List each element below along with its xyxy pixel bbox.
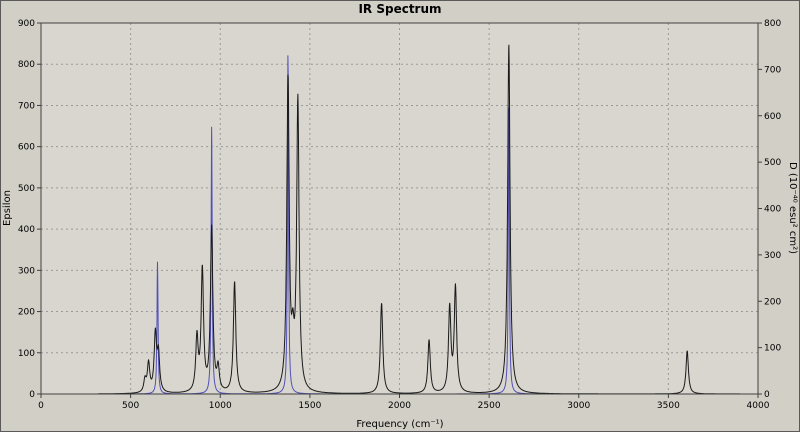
y-tick-label-right: 700: [764, 65, 781, 75]
y-tick-label-left: 700: [18, 101, 35, 111]
y-axis-label-right: D (10⁻⁴⁰ esu² cm²): [787, 161, 798, 255]
x-axis-label: Frequency (cm⁻¹): [356, 419, 444, 430]
y-tick-label-left: 600: [18, 143, 35, 153]
x-tick-label: 1000: [209, 401, 232, 411]
y-tick-label-right: 500: [764, 158, 781, 168]
y-tick-label-left: 900: [18, 19, 35, 29]
y-tick-label-left: 0: [29, 390, 35, 400]
y-tick-label-left: 200: [18, 308, 35, 318]
x-tick-label: 500: [122, 401, 139, 411]
x-tick-label: 2000: [388, 401, 411, 411]
x-tick-label: 3000: [567, 401, 590, 411]
y-tick-label-right: 200: [764, 297, 781, 307]
x-tick-label: 4000: [747, 401, 770, 411]
y-tick-label-right: 0: [764, 390, 770, 400]
x-tick-label: 2500: [478, 401, 501, 411]
y-tick-label-right: 400: [764, 205, 781, 215]
chart-title: IR Spectrum: [358, 2, 442, 16]
x-tick-label: 1500: [298, 401, 321, 411]
y-tick-label-left: 100: [18, 349, 35, 359]
y-tick-label-left: 400: [18, 225, 35, 235]
y-tick-label-right: 800: [764, 19, 781, 29]
x-tick-label: 0: [38, 401, 44, 411]
y-tick-label-right: 600: [764, 112, 781, 122]
y-tick-label-left: 800: [18, 60, 35, 70]
y-tick-label-left: 500: [18, 184, 35, 194]
y-tick-label-right: 100: [764, 344, 781, 354]
y-tick-label-left: 300: [18, 266, 35, 276]
x-tick-label: 3500: [657, 401, 680, 411]
y-tick-label-right: 300: [764, 251, 781, 261]
